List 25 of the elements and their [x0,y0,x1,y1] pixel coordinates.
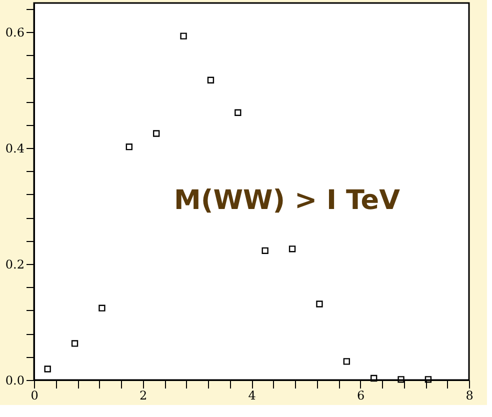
point [370,374,378,382]
point [126,144,132,150]
point [180,32,187,40]
point [71,340,78,347]
x-tick-label: 0 [30,388,38,402]
point [44,366,51,372]
x-tick-label: 6 [356,388,365,402]
point [234,109,242,116]
point [288,246,296,252]
y-tick-label: 0.4 [5,142,25,156]
point [262,247,268,254]
point [398,376,404,383]
point [343,358,350,365]
point [424,376,432,383]
y-tick-label: 0.0 [5,374,24,388]
x-tick-label: 8 [466,388,474,402]
point [98,304,106,312]
x-tick-label: 4 [248,388,256,402]
point [153,130,160,137]
y-tick-label: 0.2 [5,258,24,272]
point [207,76,214,84]
x-tick-label: 2 [139,388,148,402]
y-tick-label: 0.6 [5,26,24,40]
point [316,300,323,308]
annotation: M(WW) > I TeV [174,185,400,216]
